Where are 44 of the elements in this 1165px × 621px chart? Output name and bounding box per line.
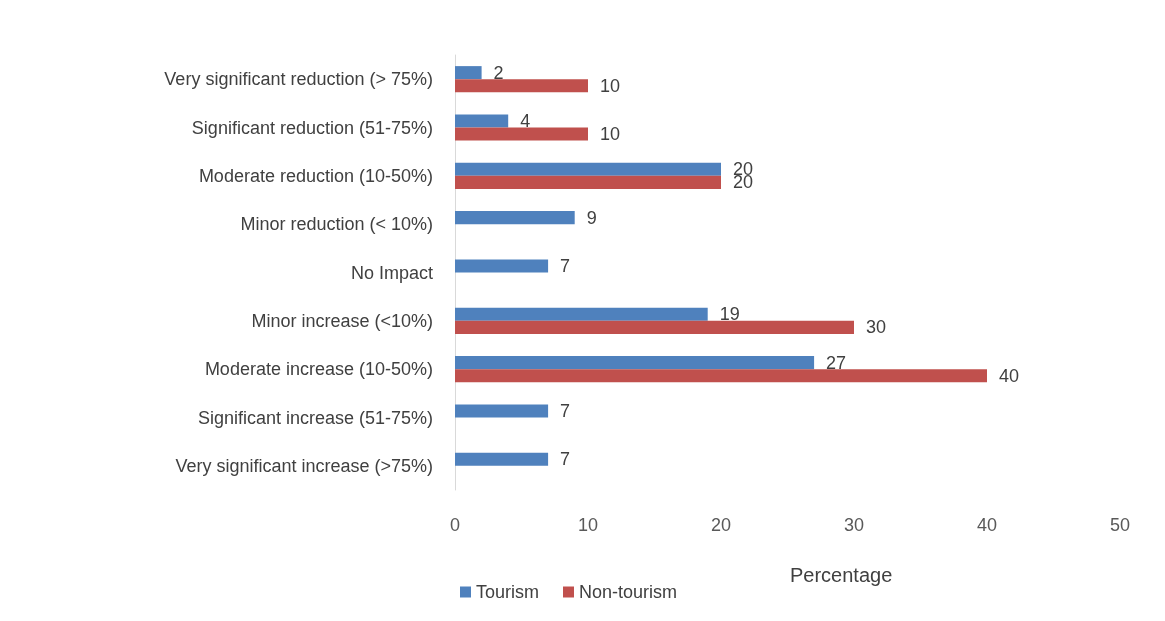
data-label: 4	[520, 110, 531, 131]
x-axis-title: Percentage	[790, 564, 893, 586]
data-label: 19	[719, 304, 740, 325]
bar	[455, 211, 575, 225]
data-label: 7	[560, 449, 571, 470]
bar	[455, 127, 588, 141]
data-label: 10	[600, 75, 621, 96]
legend-label: Non-tourism	[579, 582, 678, 602]
x-tick-label: 10	[577, 515, 599, 535]
bar	[455, 356, 815, 370]
data-label: 10	[600, 124, 621, 145]
bar	[455, 259, 549, 273]
data-label: 27	[826, 352, 847, 373]
bar	[455, 175, 721, 189]
bar	[455, 369, 987, 383]
y-tick-label: Significant increase (51-75%)	[197, 407, 433, 428]
bar	[455, 79, 588, 93]
x-tick-label: 30	[843, 515, 865, 535]
data-label: 7	[560, 255, 571, 276]
x-tick-label: 40	[976, 515, 998, 535]
data-label: 9	[586, 207, 597, 228]
bar	[455, 307, 708, 321]
data-label: 2	[493, 62, 504, 83]
bar	[455, 404, 549, 418]
y-tick-label: Moderate increase (10-50%)	[204, 359, 433, 380]
y-tick-label: Moderate reduction (10-50%)	[198, 165, 433, 186]
x-tick-label: 0	[449, 515, 461, 535]
y-tick-label: Minor reduction (< 10%)	[240, 214, 433, 235]
bar	[455, 66, 482, 80]
legend-label: Tourism	[476, 582, 540, 602]
bar	[455, 162, 721, 176]
x-tick-label: 50	[1109, 515, 1131, 535]
y-tick-label: Minor increase (<10%)	[251, 310, 433, 331]
bar	[455, 114, 509, 128]
bar	[455, 320, 854, 334]
bar	[455, 452, 549, 466]
y-tick-label: Significant reduction (51-75%)	[191, 117, 433, 138]
y-tick-label: Very significant increase (>75%)	[175, 455, 433, 476]
y-tick-label: Very significant reduction (> 75%)	[164, 69, 433, 90]
data-label: 7	[560, 400, 571, 421]
data-label: 40	[999, 365, 1020, 386]
x-tick-label: 20	[710, 515, 732, 535]
y-tick-label: No Impact	[350, 262, 433, 283]
data-label: 30	[866, 317, 887, 338]
